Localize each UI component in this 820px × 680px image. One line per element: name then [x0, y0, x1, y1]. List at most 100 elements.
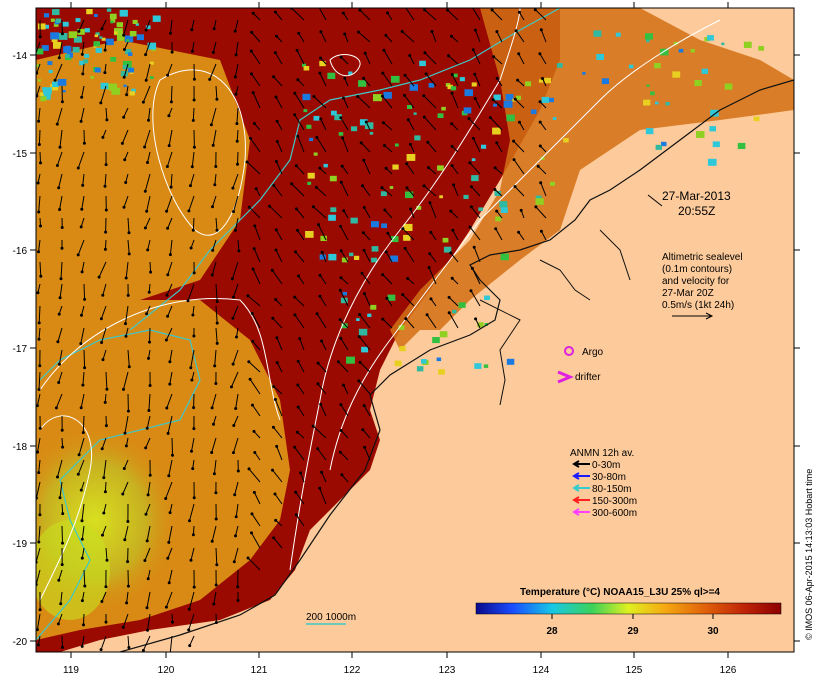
- velocity-arrow: [212, 41, 217, 53]
- velocity-arrow-head: [191, 533, 195, 537]
- cold-pixel: [690, 49, 695, 53]
- velocity-arrow-head: [210, 539, 214, 543]
- velocity-arrow-head: [127, 252, 131, 256]
- velocity-arrow-head: [339, 180, 343, 184]
- velocity-arrow-head: [408, 142, 412, 146]
- velocity-arrow-head: [450, 91, 454, 95]
- velocity-arrow: [57, 613, 63, 625]
- velocity-arrow: [426, 314, 437, 329]
- velocity-arrow-head: [512, 139, 516, 143]
- velocity-arrow: [297, 136, 305, 153]
- velocity-arrow: [215, 85, 218, 100]
- cold-pixel: [391, 236, 399, 243]
- velocity-arrow-head: [233, 29, 237, 33]
- cold-pixel: [371, 221, 379, 228]
- velocity-arrow-head: [361, 428, 365, 432]
- velocity-arrow: [359, 9, 371, 21]
- velocity-arrow-head: [123, 538, 127, 542]
- cold-pixel: [303, 109, 308, 113]
- velocity-arrow-head: [60, 100, 64, 104]
- velocity-arrow-head: [295, 207, 298, 211]
- cold-pixel: [381, 223, 387, 228]
- cold-pixel: [743, 41, 752, 48]
- velocity-arrow: [539, 121, 547, 131]
- velocity-arrow-head: [127, 231, 131, 235]
- velocity-arrow: [81, 195, 85, 210]
- velocity-arrow: [405, 8, 415, 21]
- velocity-arrow-head: [405, 186, 409, 190]
- cold-pixel: [110, 18, 116, 23]
- velocity-arrow-head: [316, 3, 319, 6]
- velocity-arrow: [448, 55, 459, 65]
- velocity-arrow: [58, 569, 63, 581]
- velocity-arrow-head: [406, 118, 410, 122]
- velocity-arrow-head: [517, 10, 521, 14]
- velocity-arrow-head: [82, 141, 86, 145]
- velocity-arrow-head: [381, 71, 385, 75]
- velocity-arrow-head: [343, 76, 347, 80]
- velocity-arrow-head: [533, 8, 537, 12]
- velocity-arrow-head: [124, 322, 127, 326]
- velocity-arrow: [275, 161, 283, 175]
- velocity-arrow-head: [339, 336, 343, 340]
- velocity-arrow-head: [320, 339, 324, 343]
- velocity-arrow-head: [471, 48, 475, 52]
- velocity-arrow: [188, 613, 195, 631]
- velocity-arrow-head: [449, 209, 453, 213]
- velocity-arrow-head: [357, 379, 361, 383]
- velocity-arrow: [83, 569, 86, 587]
- velocity-arrow-head: [360, 271, 364, 275]
- velocity-arrow-head: [275, 336, 279, 340]
- cold-pixel: [550, 181, 555, 186]
- velocity-arrow: [191, 437, 195, 452]
- velocity-arrow-head: [127, 646, 131, 649]
- velocity-arrow: [123, 107, 129, 118]
- velocity-arrow-head: [236, 469, 240, 473]
- velocity-arrow: [385, 251, 393, 263]
- velocity-arrow-head: [101, 135, 105, 139]
- cold-pixel: [696, 131, 705, 138]
- cold-pixel: [436, 357, 442, 362]
- velocity-arrow-head: [141, 100, 145, 104]
- velocity-arrow: [250, 50, 261, 65]
- velocity-arrow: [166, 195, 173, 212]
- velocity-arrow: [427, 141, 437, 153]
- velocity-arrow-head: [60, 428, 64, 432]
- cold-pixel: [387, 294, 396, 301]
- velocity-arrow: [59, 481, 63, 498]
- cold-pixel: [84, 53, 90, 58]
- velocity-arrow-head: [190, 49, 194, 53]
- velocity-arrow: [237, 151, 239, 165]
- velocity-arrow: [471, 268, 481, 285]
- velocity-arrow: [148, 107, 151, 121]
- velocity-arrow: [104, 239, 107, 250]
- cold-pixel: [83, 59, 89, 64]
- velocity-arrow: [491, 9, 503, 21]
- velocity-arrow: [235, 41, 239, 55]
- velocity-arrow: [167, 415, 173, 434]
- velocity-arrow: [101, 591, 107, 602]
- velocity-arrow-head: [168, 253, 172, 257]
- velocity-arrow: [343, 97, 349, 109]
- velocity-arrow: [410, 208, 415, 219]
- velocity-arrow: [297, 230, 305, 241]
- velocity-arrow-head: [190, 449, 193, 453]
- velocity-arrow-head: [362, 76, 366, 80]
- velocity-arrow-head: [359, 141, 363, 145]
- cold-pixel: [338, 132, 344, 136]
- velocity-arrow: [235, 503, 239, 517]
- velocity-arrow: [58, 371, 63, 383]
- velocity-arrow-head: [363, 292, 366, 296]
- velocity-arrow-head: [127, 365, 131, 369]
- cold-pixel: [441, 106, 446, 111]
- velocity-arrow-head: [275, 34, 278, 38]
- velocity-arrow-head: [236, 162, 239, 166]
- velocity-arrow-head: [147, 118, 150, 122]
- velocity-arrow-head: [383, 144, 386, 147]
- velocity-arrow: [192, 107, 195, 121]
- cold-pixel: [450, 86, 457, 91]
- velocity-arrow: [121, 129, 129, 144]
- velocity-arrow-head: [37, 210, 41, 214]
- velocity-arrow-head: [125, 93, 129, 97]
- velocity-arrow-head: [450, 144, 454, 148]
